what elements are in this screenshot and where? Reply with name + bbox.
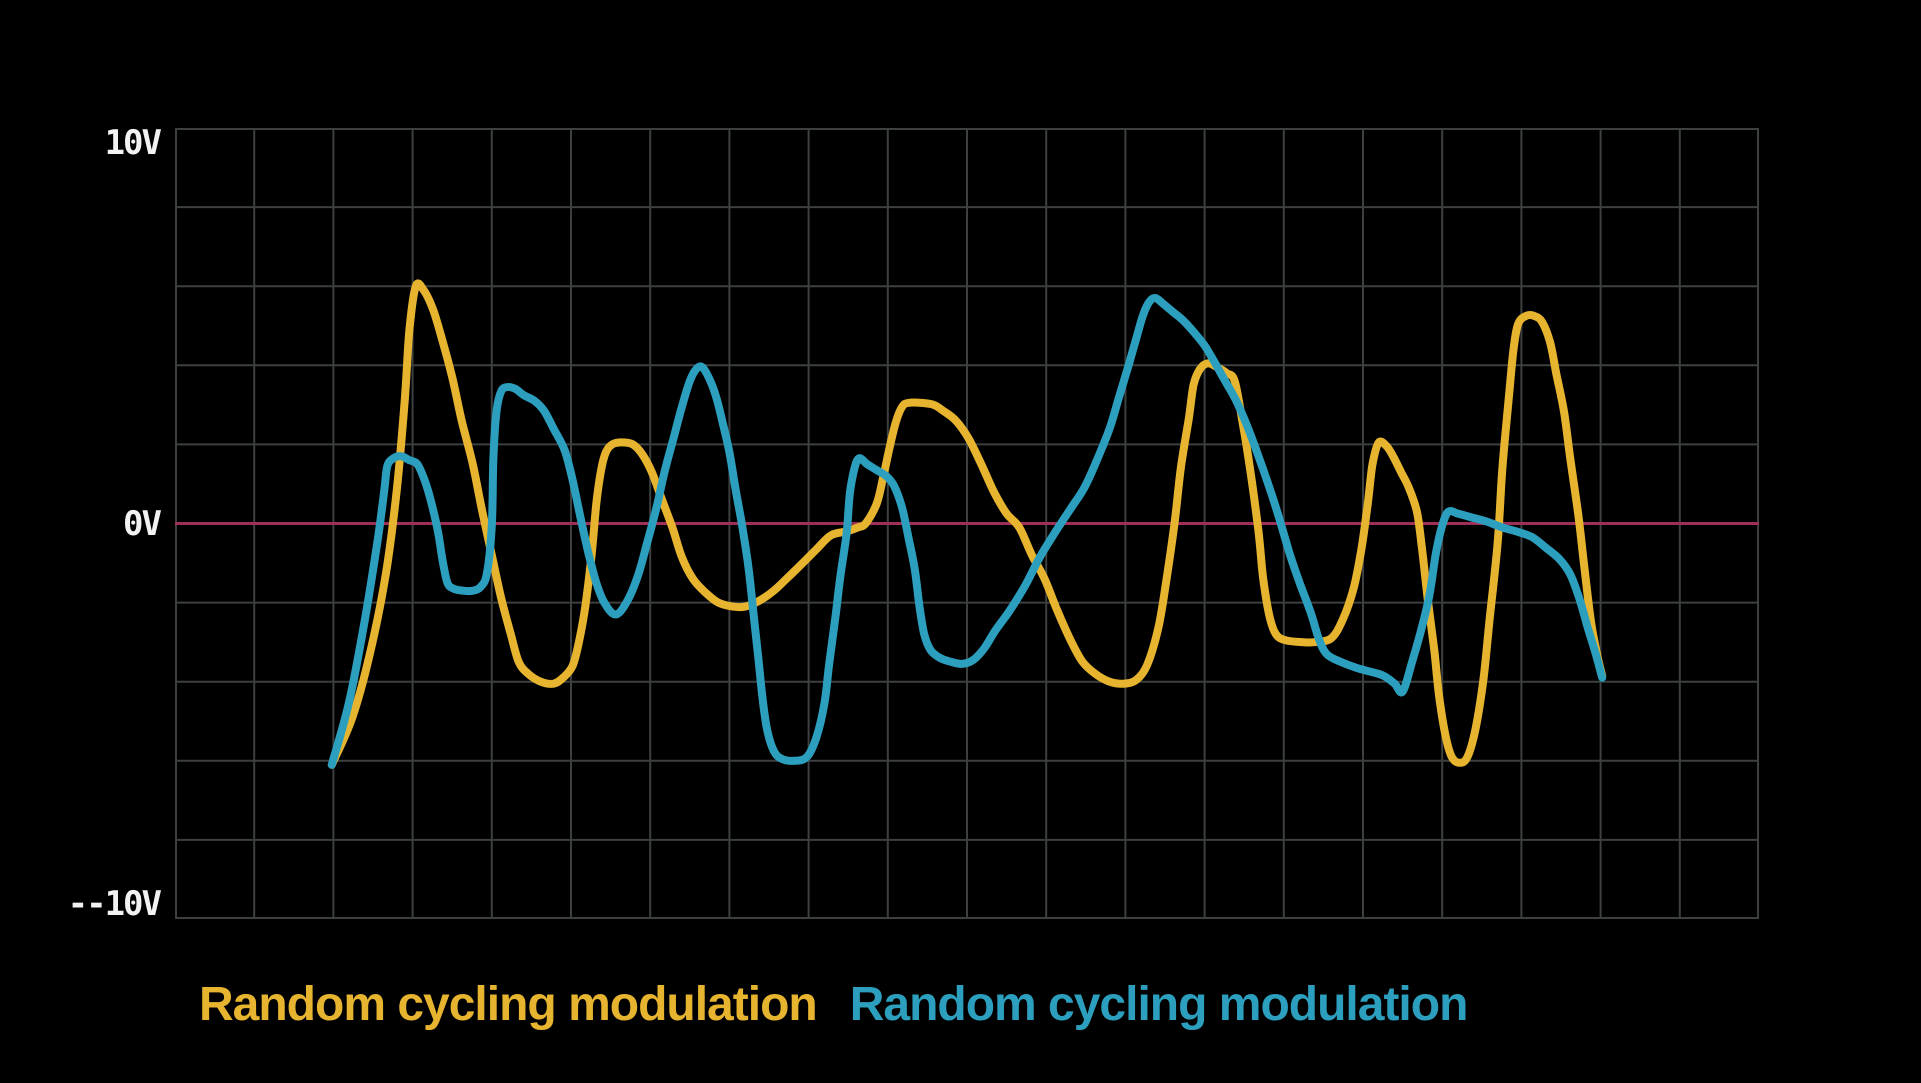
y-axis-tick-10v: 10V [104, 123, 162, 163]
waveform-trace-teal [327, 294, 1607, 769]
waveform-trace-yellow [327, 279, 1607, 769]
waveform-plot-area [175, 128, 1759, 919]
legend-item-teal: Random cycling modulation [849, 978, 1469, 1031]
legend: Random cycling modulation Random cycling… [199, 978, 1469, 1032]
y-axis-tick-minus-10v: --10V [67, 884, 162, 924]
legend-item-yellow: Random cycling modulation [199, 978, 818, 1031]
waveform-plot-svg [175, 128, 1759, 919]
y-axis-tick-0v: 0V [123, 504, 162, 544]
